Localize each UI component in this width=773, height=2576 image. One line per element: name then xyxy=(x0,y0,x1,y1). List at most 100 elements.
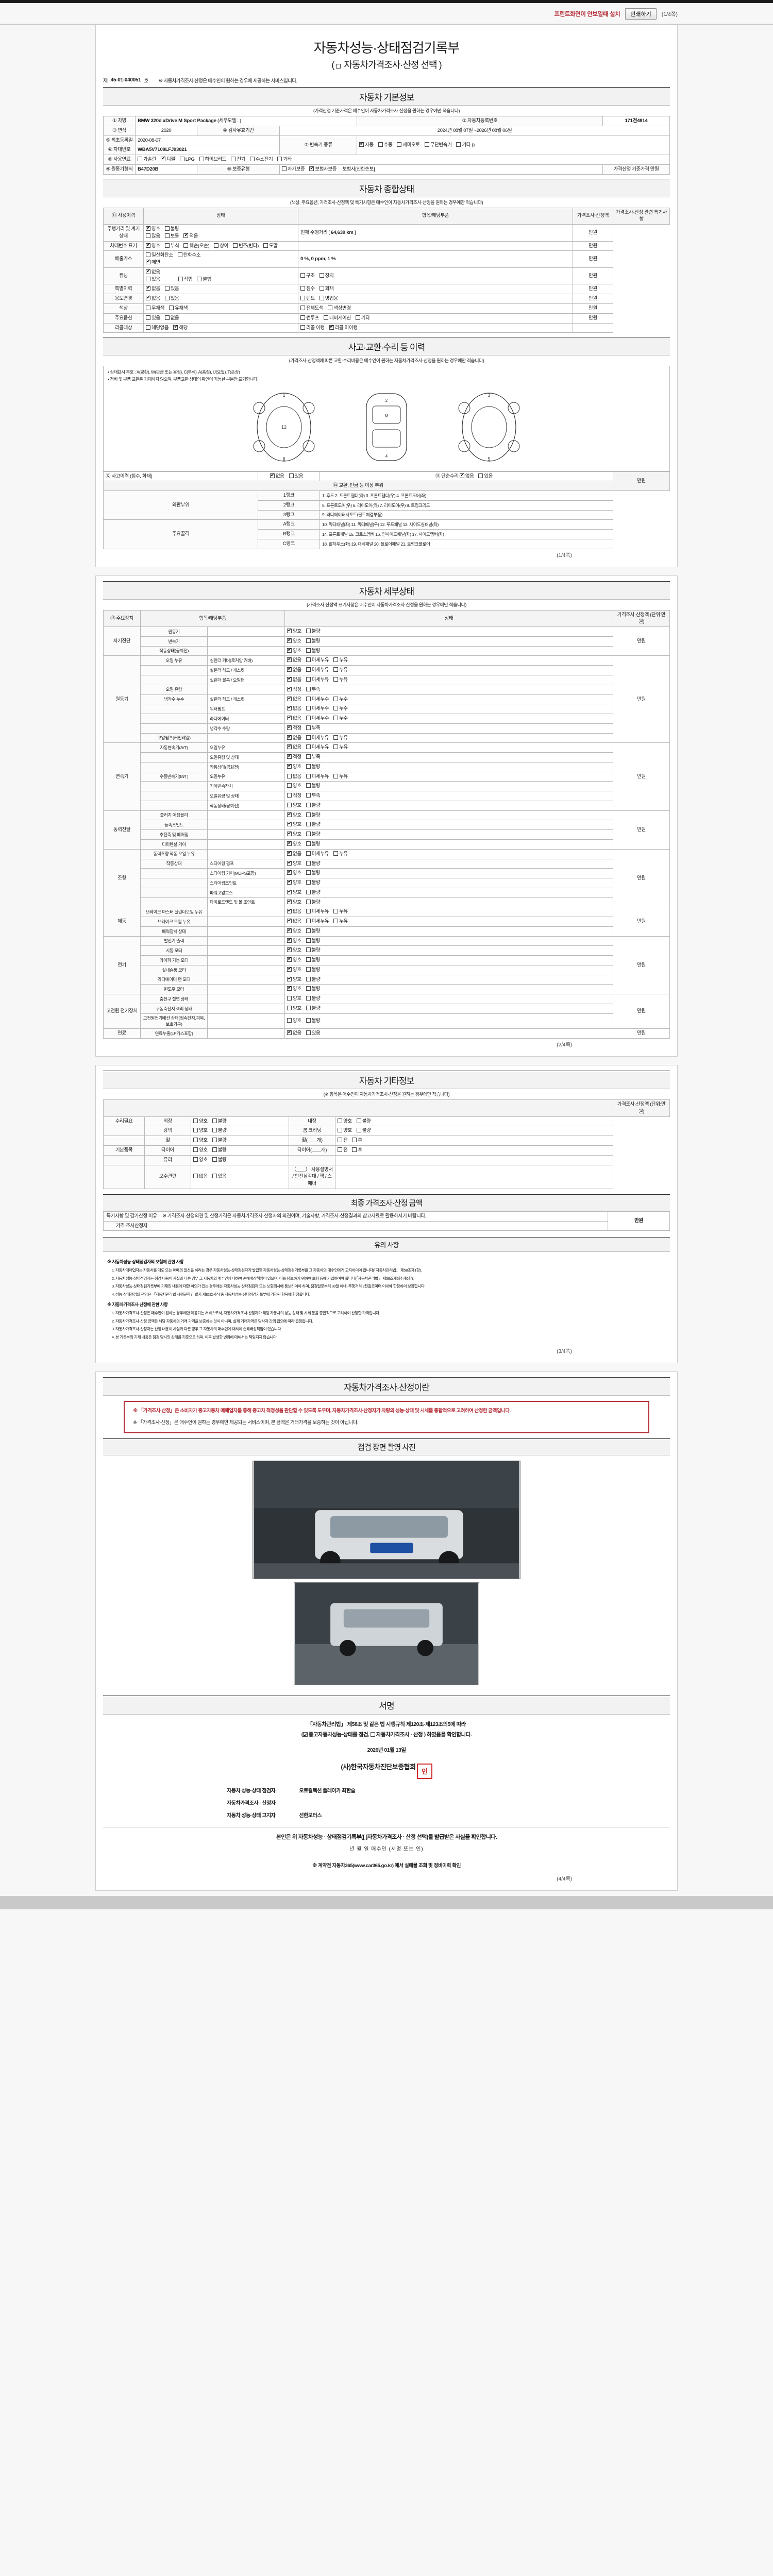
detail-state-option[interactable]: 양호 xyxy=(287,956,301,964)
checkbox[interactable] xyxy=(287,878,292,886)
detail-state-option[interactable]: 없음 xyxy=(287,714,301,722)
transmission-option[interactable]: 자동 xyxy=(359,141,374,149)
checkbox[interactable] xyxy=(287,783,292,788)
detail-state-option[interactable]: 부족 xyxy=(306,754,321,761)
detail-state-option[interactable]: 불량 xyxy=(306,957,321,964)
checkbox[interactable] xyxy=(306,648,311,653)
checkbox[interactable] xyxy=(277,157,282,162)
checkbox[interactable] xyxy=(287,859,292,867)
detail-state-option[interactable]: 없음 xyxy=(287,917,301,925)
checkbox[interactable] xyxy=(306,676,311,682)
checkbox[interactable] xyxy=(306,938,311,943)
checkbox[interactable] xyxy=(333,676,339,682)
checkbox[interactable] xyxy=(212,1118,217,1123)
checkbox[interactable] xyxy=(306,629,311,634)
state-option[interactable]: 일산화탄소 xyxy=(146,252,173,259)
fuel-option[interactable]: 기타 xyxy=(277,156,292,163)
checkbox[interactable] xyxy=(212,1157,217,1162)
detail-state-option[interactable]: 누수 xyxy=(333,696,348,703)
checkbox[interactable] xyxy=(306,986,311,991)
checkbox[interactable] xyxy=(397,142,402,147)
detail-state-option[interactable]: 누유 xyxy=(333,657,348,664)
detail-state-option[interactable]: 양호 xyxy=(287,927,301,935)
detail-state-option[interactable]: 누유 xyxy=(333,918,348,925)
state-option[interactable]: 없음 xyxy=(146,294,160,302)
detail-state-option[interactable]: 불량 xyxy=(306,986,321,993)
checkbox[interactable] xyxy=(306,706,311,711)
checkbox[interactable] xyxy=(300,296,305,301)
state-option[interactable]: 도말 xyxy=(263,243,278,250)
detail-state-option[interactable]: 적정 xyxy=(287,724,301,732)
detail-state-option[interactable]: 불량 xyxy=(306,938,321,945)
detail-state-option[interactable]: 적정 xyxy=(287,792,301,800)
checkbox[interactable] xyxy=(287,802,292,807)
checkbox[interactable] xyxy=(287,898,292,905)
detail-state-option[interactable]: 양호 xyxy=(287,802,301,809)
detail-state-option[interactable]: 양호 xyxy=(287,637,301,645)
checkbox[interactable] xyxy=(232,243,238,248)
checkbox[interactable] xyxy=(333,667,339,672)
detail-state-option[interactable]: 미세누유 xyxy=(306,918,329,925)
etc-option[interactable]: 양호 xyxy=(193,1137,208,1144)
checkbox[interactable] xyxy=(287,637,292,644)
detail-state-option[interactable]: 불량 xyxy=(306,821,321,828)
checkbox[interactable] xyxy=(287,917,292,925)
detail-state-option[interactable]: 부족 xyxy=(306,792,321,800)
checkbox[interactable] xyxy=(212,1147,217,1152)
detail-state-option[interactable]: 미세누수 xyxy=(306,696,329,703)
checkbox[interactable] xyxy=(287,666,292,673)
checkbox[interactable] xyxy=(177,252,182,258)
checkbox[interactable] xyxy=(164,243,170,248)
checkbox[interactable] xyxy=(306,754,311,759)
checkbox[interactable] xyxy=(306,812,311,817)
detail-state-option[interactable]: 양호 xyxy=(287,783,301,790)
inspection-photo-2[interactable] xyxy=(294,1582,479,1686)
checkbox[interactable] xyxy=(319,273,324,278)
detail-state-option[interactable]: 불량 xyxy=(306,764,321,771)
checkbox[interactable] xyxy=(300,273,305,278)
checkbox[interactable] xyxy=(306,851,311,856)
state-option[interactable]: 상이 xyxy=(214,243,228,250)
detail-state-option[interactable]: 불량 xyxy=(306,1005,321,1012)
detail-state-option[interactable]: 불량 xyxy=(306,976,321,984)
checkbox[interactable] xyxy=(306,1030,311,1036)
checkbox[interactable] xyxy=(300,325,305,330)
checkbox[interactable] xyxy=(146,242,150,249)
fuel-option[interactable]: 전기 xyxy=(231,156,245,163)
checkbox[interactable] xyxy=(333,851,339,856)
item-option[interactable]: 색상변경 xyxy=(328,305,351,312)
detail-state-option[interactable]: 불량 xyxy=(306,947,321,954)
checkbox[interactable] xyxy=(287,773,292,778)
checkbox[interactable] xyxy=(287,907,292,915)
checkbox[interactable] xyxy=(333,744,339,750)
detail-state-option[interactable]: 있음 xyxy=(306,1030,321,1037)
transmission-option[interactable]: 수동 xyxy=(378,142,393,149)
checkbox[interactable] xyxy=(287,927,292,934)
checkbox[interactable] xyxy=(306,638,311,643)
fuel-option[interactable]: 하이브리드 xyxy=(199,156,227,163)
detail-state-option[interactable]: 누유 xyxy=(333,908,348,916)
state-option[interactable]: 적음 xyxy=(183,232,198,240)
checkbox[interactable] xyxy=(287,656,292,664)
detail-state-option[interactable]: 불량 xyxy=(306,967,321,974)
detail-state-option[interactable]: 누유 xyxy=(333,667,348,674)
detail-state-option[interactable]: 없음 xyxy=(287,907,301,916)
checkbox[interactable] xyxy=(146,284,150,292)
detail-state-option[interactable]: 부족 xyxy=(306,725,321,732)
checkbox[interactable] xyxy=(306,880,311,885)
checkbox[interactable] xyxy=(214,243,219,248)
item-option[interactable]: 썬루프 xyxy=(300,315,319,322)
checkbox[interactable] xyxy=(287,675,292,683)
detail-state-option[interactable]: 누유 xyxy=(333,735,348,742)
state-option[interactable]: 불량 xyxy=(164,226,179,233)
checkbox[interactable] xyxy=(338,1147,342,1152)
detail-state-option[interactable]: 양호 xyxy=(287,878,301,887)
checkbox[interactable] xyxy=(146,276,150,281)
detail-state-option[interactable]: 양호 xyxy=(287,888,301,896)
checkbox[interactable] xyxy=(424,142,429,147)
checkbox[interactable] xyxy=(333,773,339,778)
detail-state-option[interactable]: 양호 xyxy=(287,820,301,828)
item-option[interactable]: 침수 xyxy=(300,285,315,293)
item-option[interactable]: 리콜 미이행 xyxy=(329,324,358,332)
etc-option[interactable]: 불량 xyxy=(356,1127,371,1134)
